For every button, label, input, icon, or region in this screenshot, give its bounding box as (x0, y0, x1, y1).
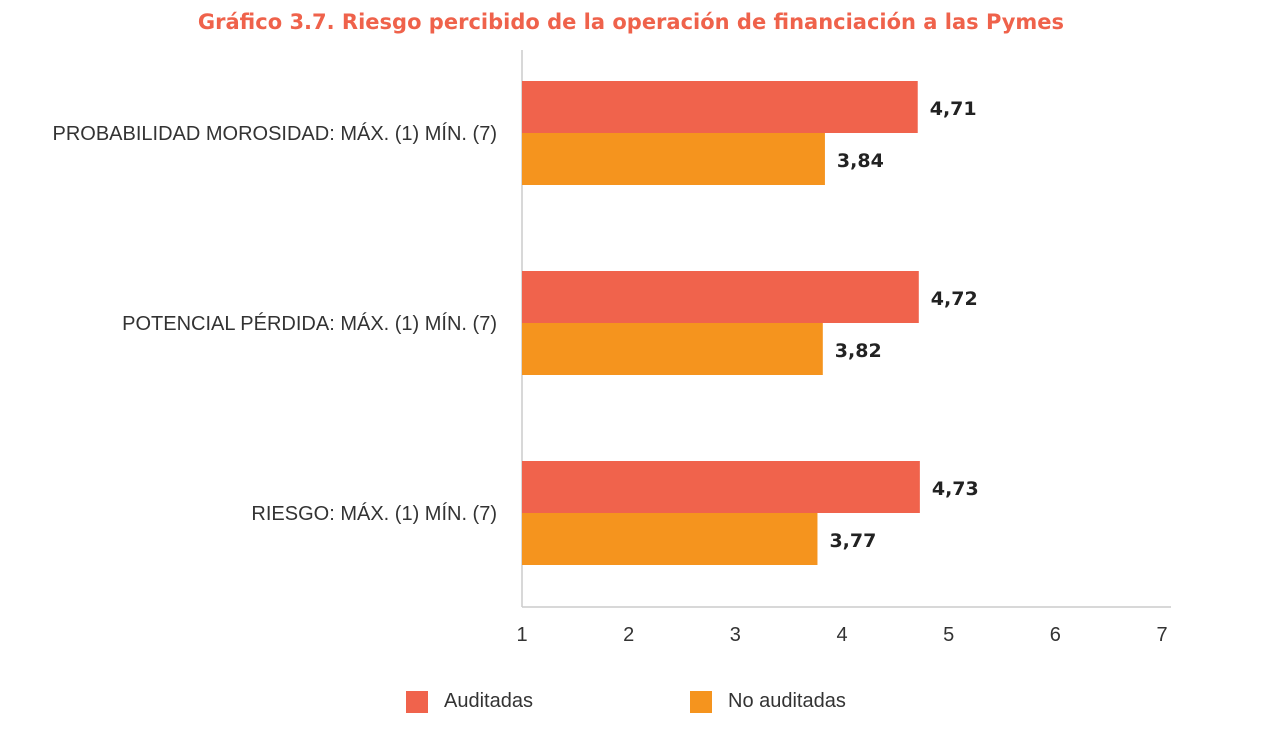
bar (522, 461, 920, 513)
legend-swatch-no-auditadas (690, 690, 712, 713)
data-label: 3,77 (829, 530, 876, 552)
data-label: 3,82 (835, 340, 882, 362)
legend-item-auditadas: Auditadas (406, 690, 533, 713)
x-tick-label: 1 (516, 624, 527, 646)
legend-swatch-auditadas (406, 690, 428, 713)
category-label: POTENCIAL PÉRDIDA: MÁX. (1) MÍN. (7) (122, 312, 497, 335)
data-label: 3,84 (837, 150, 884, 172)
bar (522, 81, 918, 133)
chart-title: Gráfico 3.7. Riesgo percibido de la oper… (197, 10, 1065, 34)
x-tick-label: 2 (623, 624, 634, 646)
bar (522, 271, 919, 323)
legend-label-auditadas: Auditadas (444, 690, 533, 712)
bar (522, 323, 823, 375)
category-label: RIESGO: MÁX. (1) MÍN. (7) (251, 502, 497, 525)
category-label: PROBABILIDAD MOROSIDAD: MÁX. (1) MÍN. (7… (52, 122, 497, 145)
bar (522, 133, 825, 185)
legend-item-no-auditadas: No auditadas (690, 690, 846, 713)
x-tick-label: 5 (943, 624, 954, 646)
x-tick-label: 3 (730, 624, 741, 646)
x-tick-label: 4 (836, 624, 847, 646)
data-label: 4,72 (931, 288, 978, 310)
x-tick-label: 6 (1050, 624, 1061, 646)
bar-chart: 1 2 3 4 5 6 7 PROBABILIDAD MOROSIDAD: MÁX. (1) … (52, 50, 1171, 646)
data-label: 4,71 (930, 98, 977, 120)
bar (522, 513, 818, 565)
data-label: 4,73 (932, 478, 979, 500)
x-tick-label: 7 (1156, 624, 1167, 646)
legend-label-no-auditadas: No auditadas (728, 690, 846, 712)
